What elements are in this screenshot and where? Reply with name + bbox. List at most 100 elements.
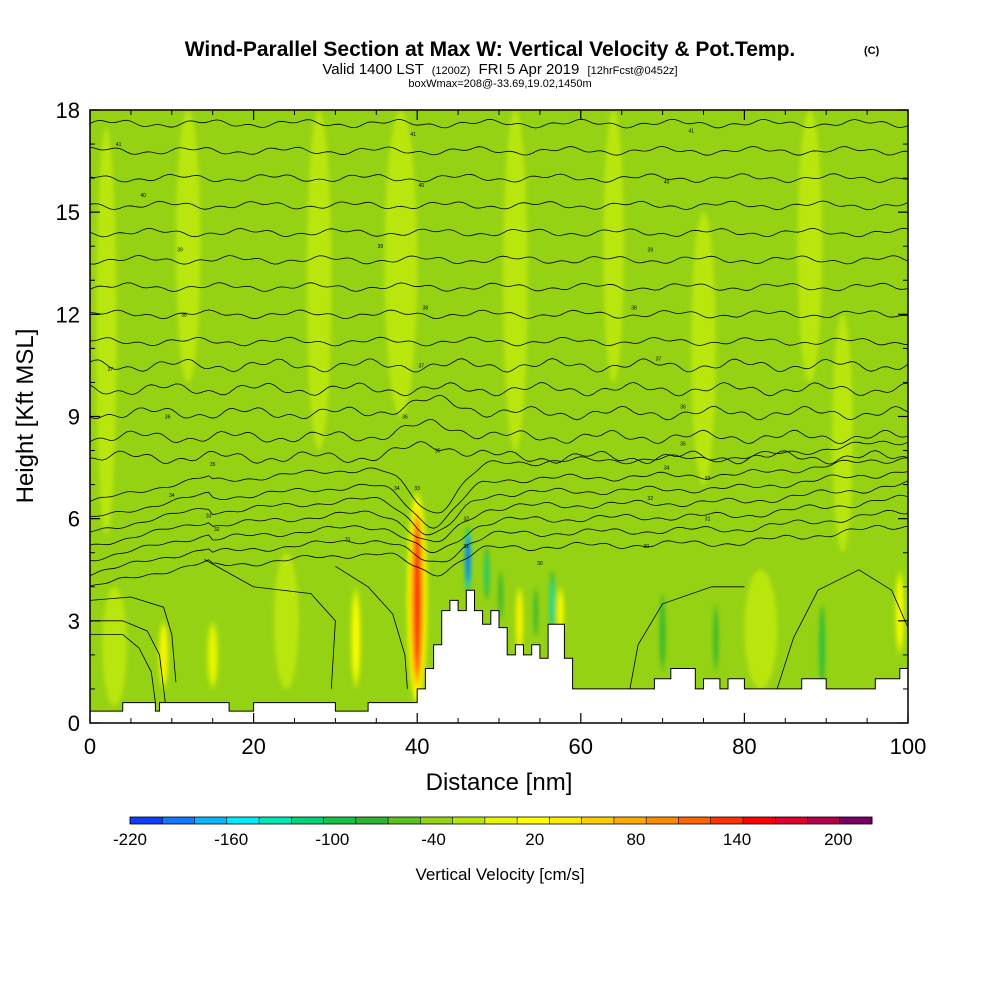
y-tick-label-1: 3 [68, 609, 80, 634]
theta-contour-upper-9 [90, 358, 908, 373]
theta-contour-lower-1 [90, 457, 908, 529]
colorbar-swatch-14 [581, 817, 615, 824]
theta-contour-lower-6 [90, 525, 908, 587]
y-tick-label-0: 0 [68, 711, 80, 736]
downdraft-1-level-3 [485, 554, 489, 593]
downdraft-4-level-1 [534, 591, 538, 634]
x-tick-label-5: 100 [890, 734, 927, 759]
colorbar-swatch-19 [742, 817, 776, 824]
theta-contour-upper-11 [90, 395, 908, 421]
contour-label-11: 38 [631, 306, 637, 312]
colorbar-tick-1: -160 [214, 830, 248, 849]
theta-contour-upper-4 [90, 227, 908, 238]
downdraft-3-level-1 [499, 574, 503, 617]
downdraft-0-level-9 [466, 538, 470, 581]
weak-updraft-3-level-0 [384, 110, 418, 417]
updraft-1-level-2 [353, 600, 359, 676]
theta-low-loop-5 [204, 559, 336, 689]
colorbar-swatch-8 [388, 817, 421, 824]
contour-label-0: 41 [116, 142, 122, 148]
theta-low-loop-6 [629, 586, 745, 689]
theta-contour-upper-12 [90, 418, 908, 445]
theta-contour-lower-4 [90, 494, 908, 562]
colorbar-swatch-7 [355, 817, 389, 824]
x-tick-label-1: 20 [241, 734, 265, 759]
colorbar-label: Vertical Velocity [cm/s] [415, 865, 584, 884]
subtitle-date: FRI 5 Apr 2019 [478, 61, 579, 78]
chart-subtitle: Valid 1400 LST (1200Z) FRI 5 Apr 2019 [1… [322, 61, 677, 78]
colorbar-swatch-13 [549, 817, 583, 824]
theta-contour-upper-7 [90, 309, 908, 320]
colorbar-tick-2: -100 [315, 830, 349, 849]
colorbar-swatch-21 [807, 817, 841, 824]
theta-contour-lower-0 [90, 440, 908, 514]
theta-low-loop-7 [776, 569, 908, 690]
contour-label-3: 40 [140, 193, 146, 199]
terrain [90, 589, 908, 723]
contour-label-5: 40 [664, 180, 670, 186]
updraft-5-level-2 [897, 581, 902, 644]
theta-contour-upper-6 [90, 282, 908, 292]
colorbar-swatch-9 [420, 817, 454, 824]
contour-label-19: 35 [435, 449, 441, 455]
weak-updraft-2-level-0 [306, 110, 332, 451]
theta-contour-upper-2 [90, 173, 908, 183]
contour-label-6: 39 [177, 248, 183, 254]
theta-contour-upper-10 [90, 382, 908, 397]
contour-label-2: 41 [688, 128, 694, 134]
theta-low-loop-4 [335, 565, 408, 689]
contour-label-14: 37 [656, 357, 662, 363]
theta-contour-lower-2 [90, 471, 908, 536]
theta-low-loop-1 [90, 620, 166, 703]
colorbar-swatch-22 [839, 817, 873, 824]
colorbar-swatch-5 [291, 817, 325, 824]
subtitle-forecast: [12hrFcst@0452z] [588, 65, 678, 77]
plot-area: 41 41 41 40 40 40 39 39 39 38 38 38 37 37 37 36 36 36 35 35… [90, 110, 908, 723]
contour-label-34: 30 [643, 544, 649, 550]
colorbar-swatch-2 [194, 817, 228, 824]
colorbar-tick-3: -40 [421, 830, 446, 849]
y-tick-label-2: 6 [68, 507, 80, 532]
weak-updraft-6-level-0 [691, 212, 716, 485]
contour-label-1: 41 [410, 132, 416, 138]
x-tick-label-2: 40 [405, 734, 429, 759]
contour-label-8: 39 [648, 248, 654, 254]
contour-label-10: 38 [423, 306, 429, 312]
contour-label-9: 38 [181, 312, 187, 318]
contour-labels: 41 41 41 40 40 40 39 39 39 38 38 38 37 37 37 36 36 36 35 35… [108, 128, 825, 686]
contour-label-18: 35 [210, 462, 216, 468]
contour-label-32: 31 [705, 517, 711, 523]
weak-updraft-5-level-0 [603, 110, 624, 383]
weak-updraft-11-level-0 [744, 569, 778, 689]
contour-label-22: 34 [394, 486, 400, 492]
theta-low-loop-3 [90, 596, 177, 683]
colorbar-frame [129, 816, 873, 825]
contour-label-23: 34 [664, 466, 670, 472]
theta-contour-lower-3 [90, 480, 908, 546]
downdraft-6-level-2 [820, 615, 824, 678]
contour-label-31: 31 [463, 544, 469, 550]
theta-contour-upper-0 [90, 118, 908, 129]
contour-label-24: 33 [206, 513, 212, 519]
contour-label-26: 33 [705, 476, 711, 482]
contour-label-12: 37 [108, 367, 114, 373]
colorbar-swatch-0 [130, 817, 163, 824]
y-tick-label-3: 9 [68, 405, 80, 430]
weak-updraft-10-level-0 [102, 586, 127, 706]
subtitle-valid: Valid 1400 LST [322, 61, 423, 78]
contour-label-13: 37 [419, 363, 425, 369]
y-axis-label: Height [Kft MSL] [12, 329, 39, 504]
colorbar-swatch-4 [259, 817, 292, 824]
weak-updraft-0-level-0 [96, 127, 117, 536]
theta-contour-upper-3 [90, 200, 908, 211]
contour-label-25: 33 [414, 486, 420, 492]
contour-label-21: 34 [169, 493, 175, 499]
colorbar-tick-4: 20 [525, 830, 544, 849]
updraft-3-level-3 [517, 597, 521, 645]
weak-updraft-4-level-0 [503, 110, 528, 451]
colorbar-tick-0: -220 [113, 830, 147, 849]
downdraft-7-level-1 [714, 610, 718, 666]
chart-title: Wind-Parallel Section at Max W: Vertical… [185, 38, 796, 61]
theta-low-loop-2 [90, 634, 156, 703]
